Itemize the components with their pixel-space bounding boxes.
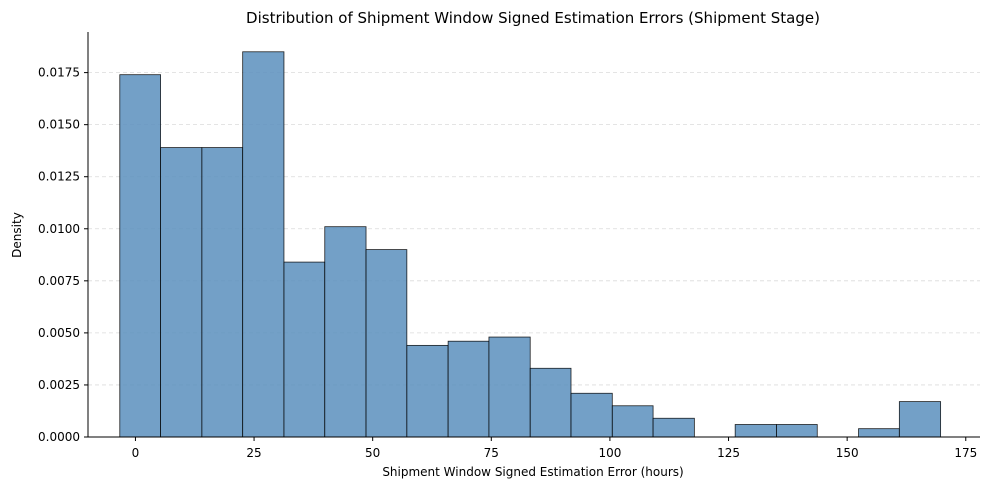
x-tick-label: 125 [717,446,740,460]
histogram-bar [570,392,613,438]
y-tick-label: 0.0150 [38,118,80,132]
y-tick-label: 0.0075 [38,274,80,288]
histogram-bar [776,424,818,438]
bars-layer [119,51,942,438]
histogram-bar [488,336,531,438]
histogram-bar [242,51,285,438]
x-tick-label: 150 [836,446,859,460]
y-ticks: 0.0000 0.0025 0.0050 0.0075 0.0100 0.0125 0.01… [38,66,88,444]
x-tick-label: 100 [598,446,621,460]
histogram-bar [283,261,326,438]
x-ticks: 0 25 50 75 100 125 150 175 [132,437,977,460]
histogram-bar [324,226,367,438]
histogram-bar [160,147,203,438]
histogram-bar [898,401,942,438]
y-axis-label: Density [10,212,24,258]
y-tick-label: 0.0025 [38,378,80,392]
histogram-bar [529,367,572,438]
histogram-bar [734,424,777,438]
y-tick-label: 0.0125 [38,170,80,184]
x-tick-label: 50 [365,446,380,460]
histogram-bar [611,405,654,438]
histogram-bar [201,147,244,438]
histogram-bar [365,249,408,438]
x-tick-label: 0 [132,446,140,460]
axes-layer [87,32,980,438]
histogram-bar [406,344,449,438]
y-tick-label: 0.0050 [38,326,80,340]
x-tick-label: 175 [954,446,977,460]
x-tick-label: 25 [246,446,261,460]
chart-title: Distribution of Shipment Window Signed E… [246,9,820,27]
x-axis-label: Shipment Window Signed Estimation Error … [382,465,683,479]
histogram-bar [119,74,161,438]
histogram-bar [652,417,695,438]
histogram-bar [858,428,900,438]
y-tick-label: 0.0175 [38,66,80,80]
x-tick-label: 75 [484,446,499,460]
y-tick-label: 0.0100 [38,222,80,236]
histogram-bar [447,340,490,438]
y-tick-label: 0.0000 [38,430,80,444]
